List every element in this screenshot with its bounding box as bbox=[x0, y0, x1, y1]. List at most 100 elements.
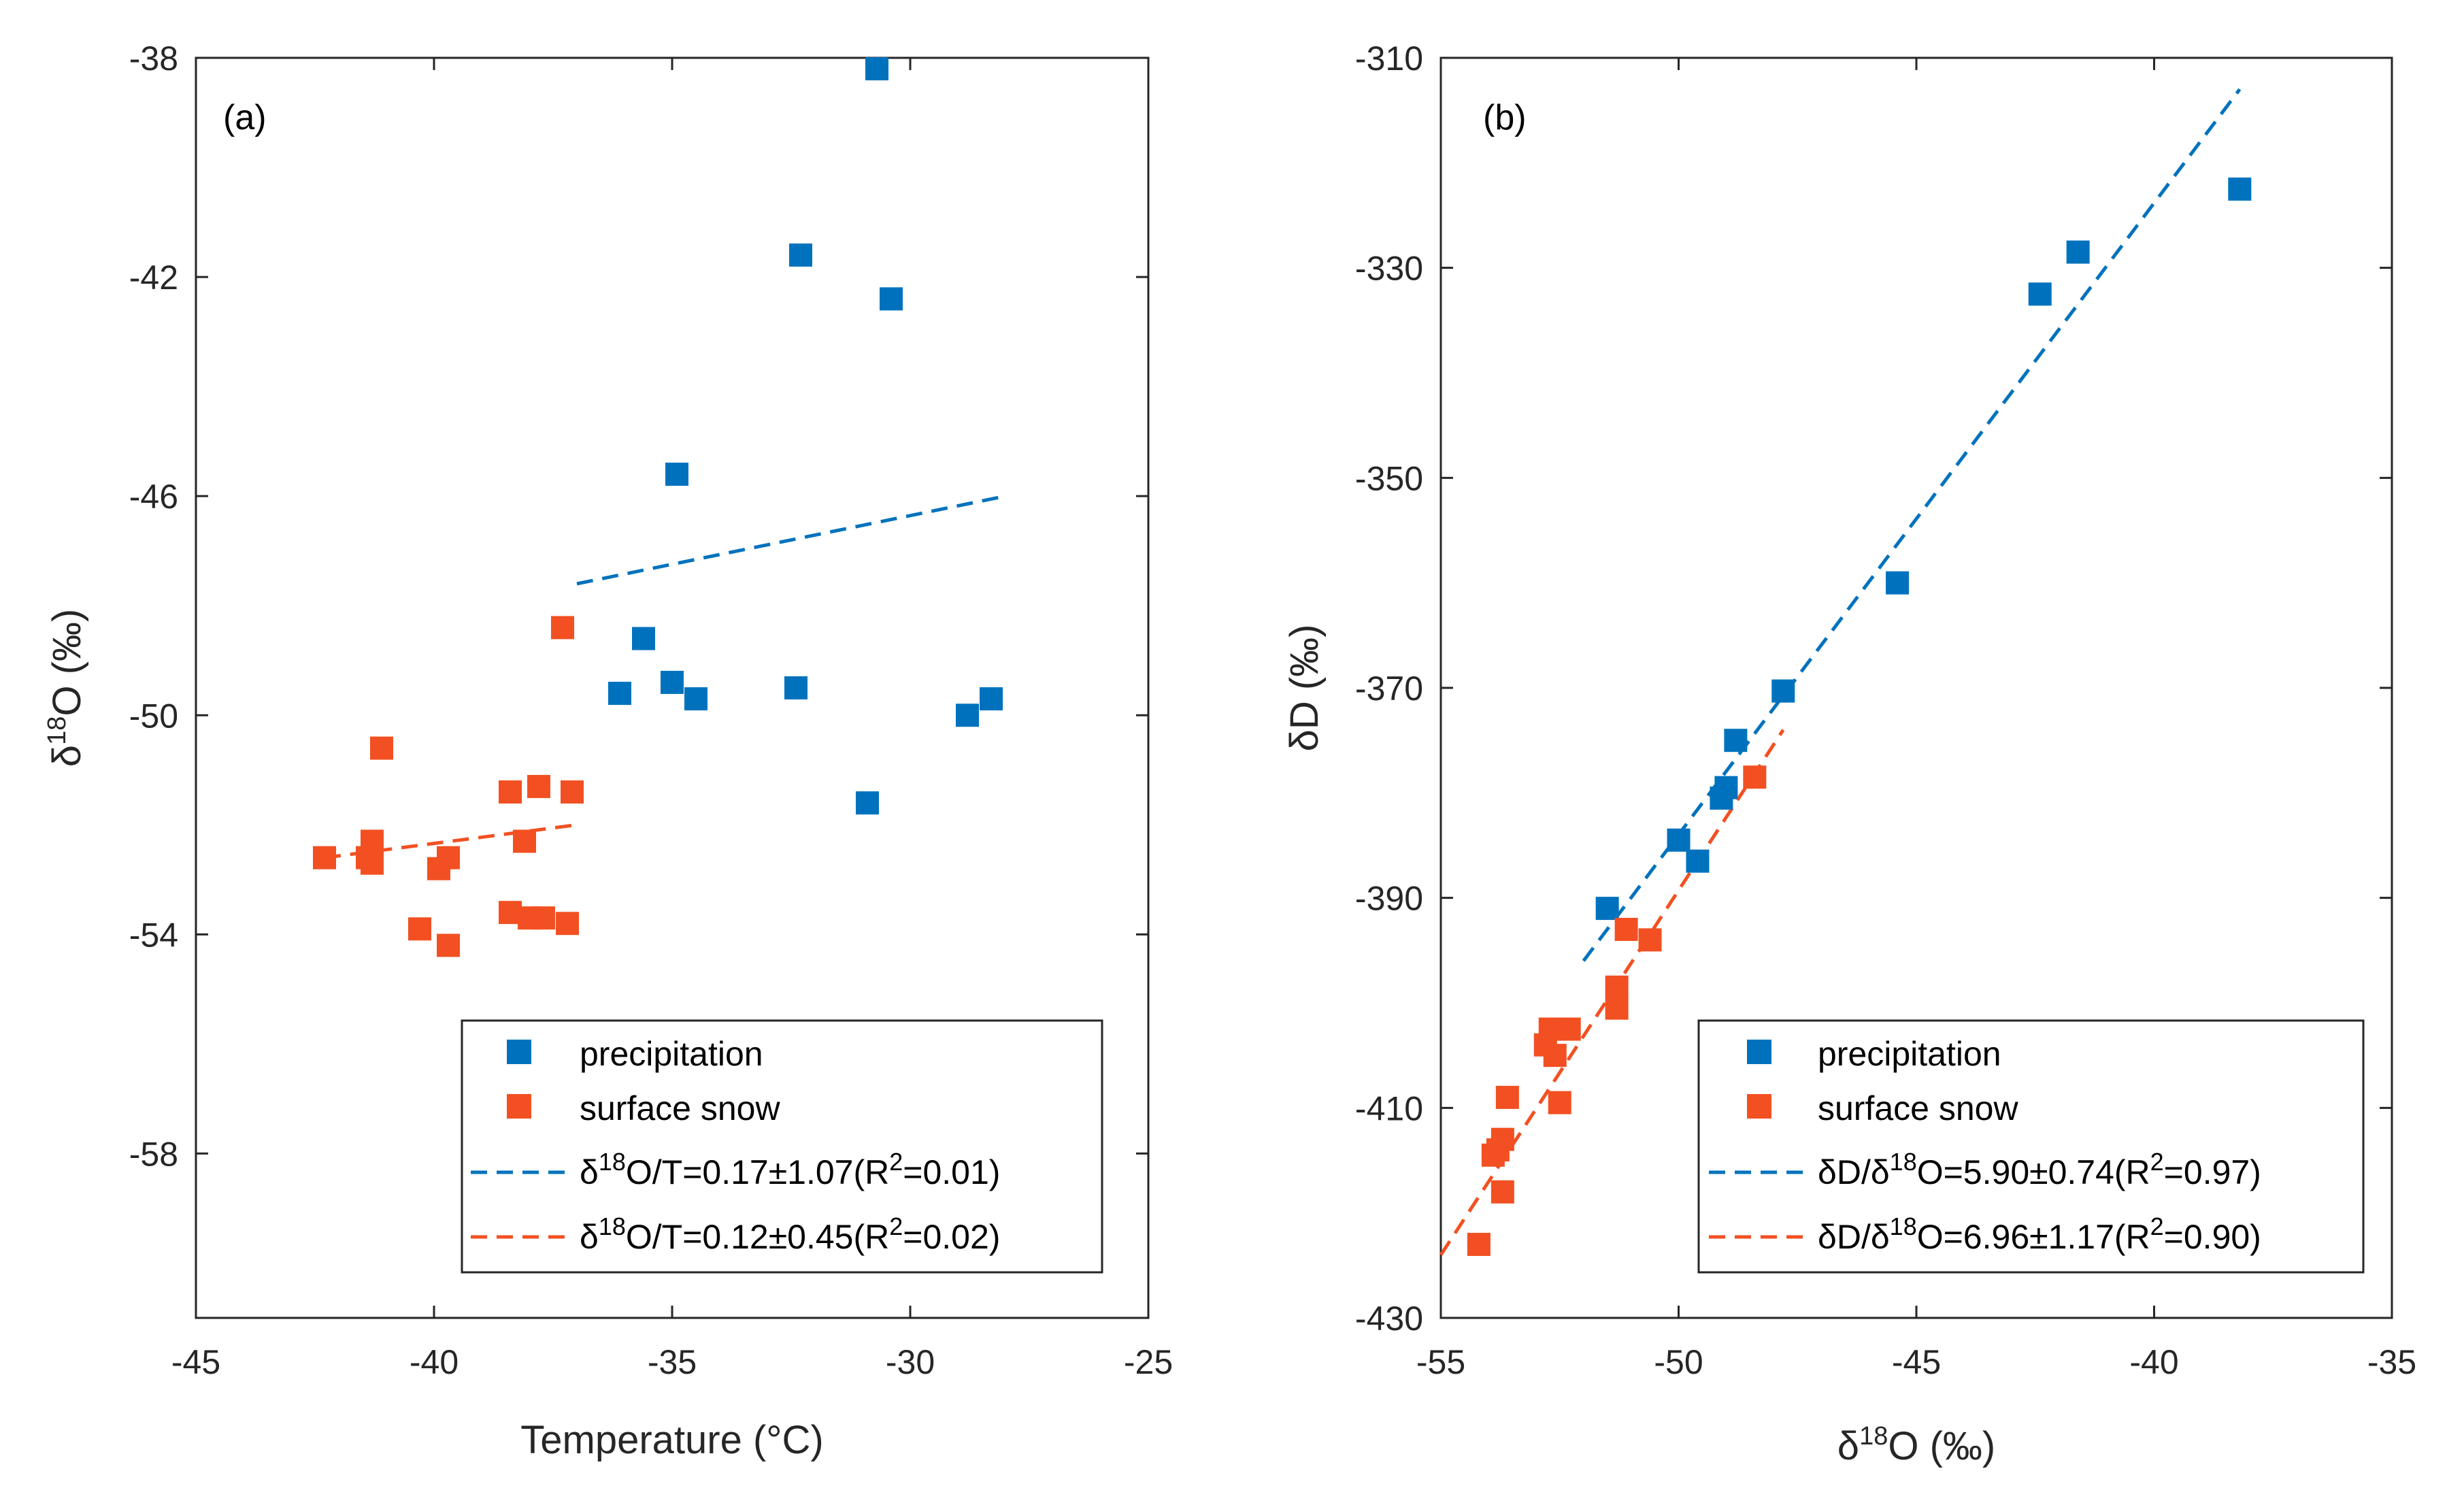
point-precipitation bbox=[632, 627, 655, 650]
y-tick-label-b: -310 bbox=[1355, 39, 1423, 78]
point-surface-snow bbox=[1605, 975, 1629, 999]
point-surface-snow bbox=[1548, 1091, 1571, 1114]
point-surface-snow bbox=[527, 774, 550, 798]
panel-b: -55 -50 -45 -40 -35 -310 -330 -350 -370 -390 -410 -… bbox=[1282, 39, 2416, 1468]
legend-box-b bbox=[1697, 1019, 2365, 1274]
point-surface-snow bbox=[361, 851, 384, 875]
point-surface-snow bbox=[408, 917, 431, 941]
legend-text-fit-precipitation: δ18O/T=0.17±1.07(R2=0.01) bbox=[580, 1148, 1000, 1191]
y-tick-label-b: -410 bbox=[1355, 1089, 1423, 1127]
y-axis-label-a: δ18O (‰) bbox=[43, 609, 89, 767]
panel-a: -45 -40 -35 -30 -25 -38 -42 -46 -50 -54 -58 (a) Te… bbox=[43, 39, 1173, 1462]
point-surface-snow bbox=[1743, 765, 1767, 789]
point-surface-snow bbox=[1495, 1085, 1519, 1109]
legend-marker-precipitation bbox=[1747, 1040, 1771, 1064]
y-tick-label-a: -46 bbox=[129, 478, 178, 516]
point-precipitation bbox=[1724, 729, 1748, 752]
legend-text-precipitation: precipitation bbox=[1818, 1035, 2001, 1073]
point-precipitation bbox=[789, 243, 812, 267]
ticks-a: -45 -40 -35 -30 -25 -38 -42 -46 -50 -54 -58 bbox=[129, 39, 1173, 1381]
point-surface-snow bbox=[499, 780, 522, 804]
point-precipitation bbox=[1710, 787, 1733, 810]
point-surface-snow bbox=[1467, 1232, 1491, 1256]
legend-marker-surface-snow bbox=[507, 1094, 531, 1119]
fit-line-precipitation bbox=[1582, 88, 2242, 962]
point-precipitation bbox=[2228, 177, 2252, 201]
point-precipitation bbox=[784, 676, 808, 699]
y-tick-label-b: -350 bbox=[1355, 459, 1423, 497]
ticks-b: -55 -50 -45 -40 -35 -310 -330 -350 -370 -390 -410 -… bbox=[1355, 39, 2416, 1381]
point-surface-snow bbox=[361, 829, 384, 853]
point-precipitation bbox=[608, 682, 631, 706]
y-tick-label-b: -430 bbox=[1355, 1300, 1423, 1338]
y-tick-label-a: -50 bbox=[129, 697, 178, 735]
points-b bbox=[1467, 177, 2252, 1256]
x-axis-label-b: δ18O (‰) bbox=[1837, 1422, 1995, 1468]
x-tick-label-b: -35 bbox=[2367, 1343, 2416, 1381]
legend-box-a bbox=[461, 1019, 1103, 1274]
point-precipitation bbox=[980, 687, 1003, 711]
point-surface-snow bbox=[437, 846, 460, 870]
point-surface-snow bbox=[556, 912, 579, 936]
point-surface-snow bbox=[551, 616, 574, 640]
point-surface-snow bbox=[1614, 917, 1638, 941]
point-precipitation bbox=[1686, 849, 1710, 873]
y-tick-label-a: -42 bbox=[129, 259, 178, 297]
point-precipitation bbox=[661, 670, 684, 694]
y-tick-label-b: -390 bbox=[1355, 880, 1423, 918]
x-tick-label-b: -40 bbox=[2129, 1343, 2178, 1381]
legend-marker-precipitation bbox=[507, 1040, 531, 1064]
fit-line-precipitation bbox=[576, 494, 1006, 586]
point-precipitation bbox=[1667, 828, 1691, 852]
panel-label-a: (a) bbox=[223, 98, 267, 137]
point-precipitation bbox=[856, 791, 879, 815]
y-axis-label-b: δD (‰) bbox=[1282, 625, 1327, 752]
x-tick-label-a: -30 bbox=[886, 1343, 935, 1381]
x-axis-label-a: Temperature (°C) bbox=[520, 1418, 823, 1462]
y-tick-label-a: -38 bbox=[129, 39, 178, 78]
points-a bbox=[313, 57, 1003, 957]
point-surface-snow bbox=[532, 906, 555, 930]
point-precipitation bbox=[880, 287, 903, 311]
point-precipitation bbox=[1771, 679, 1795, 703]
point-precipitation bbox=[1595, 897, 1619, 921]
x-tick-label-b: -50 bbox=[1654, 1343, 1703, 1381]
x-tick-label-a: -40 bbox=[410, 1343, 459, 1381]
point-precipitation bbox=[684, 687, 707, 711]
point-surface-snow bbox=[313, 846, 336, 870]
x-tick-label-b: -45 bbox=[1892, 1343, 1941, 1381]
point-surface-snow bbox=[1481, 1143, 1505, 1167]
legend-marker-surface-snow bbox=[1747, 1094, 1771, 1119]
point-precipitation bbox=[865, 57, 888, 81]
legend-text-fit-surface-snow: δD/δ18O=6.96±1.17(R2=0.90) bbox=[1818, 1212, 2261, 1256]
point-surface-snow bbox=[437, 933, 460, 957]
point-precipitation bbox=[665, 462, 688, 486]
x-tick-label-a: -45 bbox=[171, 1343, 220, 1381]
x-tick-label-b: -55 bbox=[1416, 1343, 1465, 1381]
point-surface-snow bbox=[1491, 1180, 1514, 1204]
point-surface-snow bbox=[1605, 996, 1629, 1020]
point-surface-snow bbox=[1638, 928, 1662, 952]
y-tick-label-b: -330 bbox=[1355, 250, 1423, 288]
y-tick-label-b: -370 bbox=[1355, 669, 1423, 708]
legend-b: precipitation surface snow δD/δ18O=5.90±… bbox=[1697, 1019, 2365, 1274]
point-precipitation bbox=[956, 704, 979, 727]
panel-label-b: (b) bbox=[1483, 98, 1527, 137]
y-tick-label-a: -58 bbox=[129, 1135, 178, 1173]
legend-text-surface-snow: surface snow bbox=[580, 1089, 780, 1127]
point-precipitation bbox=[2066, 240, 2090, 264]
legend-text-surface-snow: surface snow bbox=[1818, 1089, 2018, 1127]
legend-text-fit-precipitation: δD/δ18O=5.90±0.74(R2=0.97) bbox=[1818, 1148, 2261, 1191]
point-precipitation bbox=[2028, 282, 2052, 306]
point-surface-snow bbox=[1543, 1044, 1567, 1068]
point-surface-snow bbox=[370, 736, 393, 760]
legend-a: precipitation surface snow δ18O/T=0.17±1… bbox=[461, 1019, 1103, 1274]
point-surface-snow bbox=[513, 829, 536, 853]
x-tick-label-a: -35 bbox=[648, 1343, 697, 1381]
x-tick-label-a: -25 bbox=[1124, 1343, 1173, 1381]
point-precipitation bbox=[1886, 571, 1910, 595]
y-tick-label-a: -54 bbox=[129, 916, 178, 954]
legend-text-precipitation: precipitation bbox=[580, 1035, 763, 1073]
legend-text-fit-surface-snow: δ18O/T=0.12±0.45(R2=0.02) bbox=[580, 1212, 1000, 1256]
